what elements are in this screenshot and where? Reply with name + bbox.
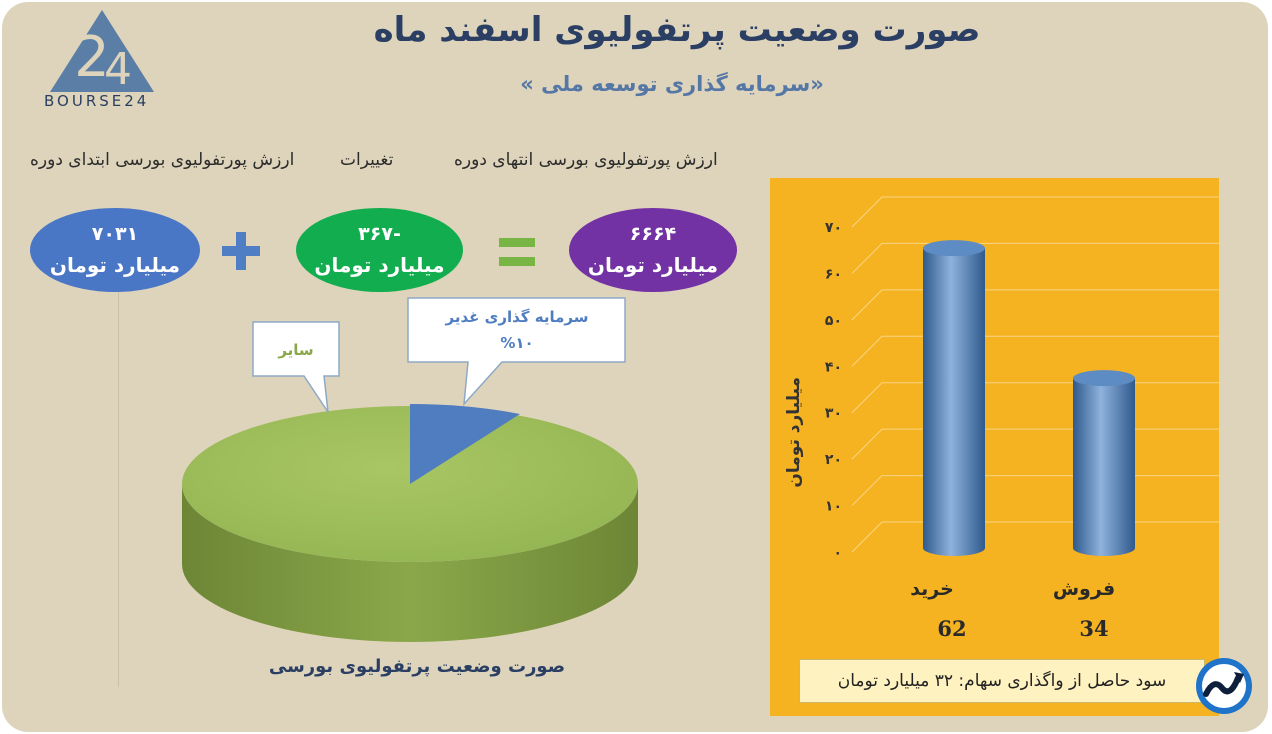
grid-line: [851, 242, 1222, 274]
y-axis-label: میلیارد تومان: [784, 377, 804, 488]
start-value: ۷۰۳۱: [91, 223, 139, 245]
bar-body: [1073, 378, 1135, 556]
y-tick-label: ۲۰: [825, 452, 842, 468]
other-callout: [252, 321, 340, 413]
other-label: سایر: [278, 341, 314, 359]
grid-line: [851, 382, 1222, 414]
category-sell: فروش: [1052, 578, 1116, 600]
y-tick-label: ۶۰: [825, 266, 842, 282]
end-value-oval: ۶۶۶۴ میلیارد تومان: [569, 208, 737, 292]
svg-text:4: 4: [104, 44, 132, 95]
bar-top: [1073, 370, 1135, 387]
end-value-label: ارزش پورتفولیوی بورسی انتهای دوره: [454, 150, 718, 170]
bar-body: [923, 248, 985, 556]
change-value: -۳۶۷: [358, 223, 401, 245]
grid-line: [851, 428, 1222, 460]
start-value-unit: میلیارد تومان: [49, 253, 181, 277]
change-label: تغییرات: [340, 150, 394, 170]
y-axis-label-wrap: میلیارد تومان: [772, 377, 816, 492]
divider-line: [118, 292, 119, 687]
grid-line: [851, 335, 1222, 367]
value-label-sell: 34: [1079, 616, 1109, 641]
bar-chart-panel: [770, 178, 1219, 716]
bar-0: [923, 240, 985, 556]
start-value-label: ارزش پورتفولیوی بورسی ابتدای دوره: [30, 150, 295, 170]
start-value-oval: ۷۰۳۱ میلیارد تومان: [30, 208, 200, 292]
bar-1: [1073, 370, 1135, 556]
end-value: ۶۶۶۴: [629, 223, 677, 245]
page-subtitle: «سرمایه گذاری توسعه ملی »: [520, 72, 824, 96]
y-tick-label: ۱۰: [825, 499, 842, 515]
grid-line: [851, 196, 1222, 228]
value-label-buy: 62: [937, 616, 967, 641]
y-tick-label: ۷۰: [825, 220, 842, 236]
y-tick-label: ۴۰: [825, 359, 842, 375]
grid-line: [851, 521, 1222, 553]
change-value-unit: میلیارد تومان: [314, 253, 445, 277]
profit-note: سود حاصل از واگذاری سهام: ۳۲ میلیارد توم…: [799, 659, 1205, 703]
grid-line: [851, 289, 1222, 321]
change-value-oval: -۳۶۷ میلیارد تومان: [296, 208, 463, 292]
trend-badge-icon: [1196, 658, 1252, 714]
logo-text: BOURSE24: [44, 92, 150, 110]
end-value-unit: میلیارد تومان: [587, 253, 719, 277]
category-buy: خرید: [910, 578, 954, 600]
ghadir-callout: [407, 297, 626, 407]
bourse24-logo-icon: 2 4: [50, 10, 154, 95]
pie-side: [182, 484, 638, 642]
ghadir-percent: %۱۰: [500, 334, 534, 352]
page-title: صورت وضعیت پرتفولیوی اسفند ماه: [373, 10, 981, 50]
equals-sign: [499, 238, 535, 247]
equals-sign-lower: [499, 257, 535, 266]
pie-title: صورت وضعیت پرتفولیوی بورسی: [268, 656, 566, 677]
y-tick-label: ۰: [833, 545, 842, 561]
bar-top: [923, 240, 985, 257]
grid-line: [851, 475, 1222, 506]
pie-slice-ghadir: [410, 404, 520, 484]
y-tick-label: ۳۰: [825, 406, 842, 422]
ghadir-label: سرمایه گذاری غدیر: [445, 308, 589, 326]
svg-text:2: 2: [74, 25, 110, 90]
plus-sign-vertical: [236, 232, 246, 270]
y-tick-label: ۵۰: [825, 313, 842, 329]
